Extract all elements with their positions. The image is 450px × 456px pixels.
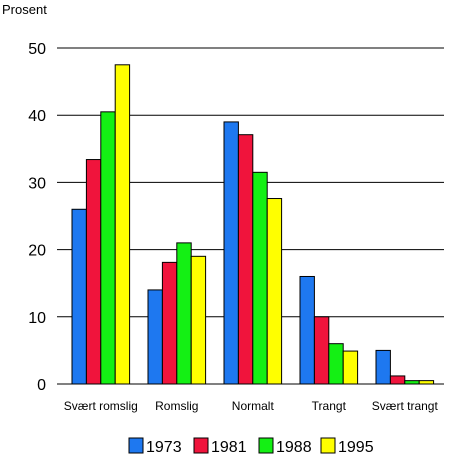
bar-1973-2 [223, 121, 239, 385]
y-tick-label: 50 [28, 41, 46, 58]
y-axis-label: Prosent [2, 2, 47, 17]
y-tick-label: 10 [28, 310, 46, 327]
bar-1981-3 [313, 316, 330, 385]
x-tick-label: Trangt [312, 399, 347, 413]
legend-swatch-1973 [128, 437, 144, 454]
y-tick-label: 0 [37, 377, 46, 394]
legend-swatch-1981 [193, 437, 209, 454]
x-tick-label: Svært trangt [372, 399, 439, 413]
bar-1981-1 [161, 261, 178, 385]
bar-1973-1 [147, 289, 163, 385]
bar-1988-0 [100, 111, 116, 385]
legend-swatch-1988 [258, 437, 274, 454]
y-tick-label: 20 [28, 243, 46, 260]
bar-1995-1 [190, 255, 207, 385]
y-tick-labels: 0 10 20 30 40 50 [28, 41, 46, 394]
bar-1988-2 [252, 171, 268, 385]
legend-label: 1995 [338, 439, 374, 456]
bar-1995-2 [266, 198, 283, 385]
y-tick-label: 30 [28, 175, 46, 192]
y-tick-label: 40 [28, 108, 46, 125]
bar-1995-3 [342, 350, 359, 385]
x-tick-label: Svært romslig [64, 399, 138, 413]
bar-1981-2 [237, 134, 254, 385]
x-tick-label: Normalt [232, 399, 275, 413]
bar-1988-3 [328, 343, 344, 385]
x-tick-label: Romslig [155, 399, 198, 413]
bar-1973-3 [299, 275, 315, 385]
legend: 1973 1981 1988 1995 [128, 437, 374, 456]
bar-1995-4 [418, 380, 435, 385]
bar-1981-4 [389, 375, 406, 385]
legend-label: 1973 [146, 439, 182, 456]
bar-1973-0 [71, 208, 87, 385]
legend-swatch-1995 [320, 437, 336, 454]
bar-1988-4 [404, 380, 420, 385]
legend-label: 1988 [276, 439, 312, 456]
bar-1973-4 [375, 349, 391, 385]
legend-label: 1981 [211, 439, 247, 456]
x-tick-labels: Svært romslig Romslig Normalt Trangt Svært t… [64, 399, 439, 413]
bar-1981-0 [85, 159, 102, 385]
bar-1988-1 [176, 242, 192, 385]
bar-1995-0 [114, 64, 131, 385]
bars [71, 64, 435, 385]
